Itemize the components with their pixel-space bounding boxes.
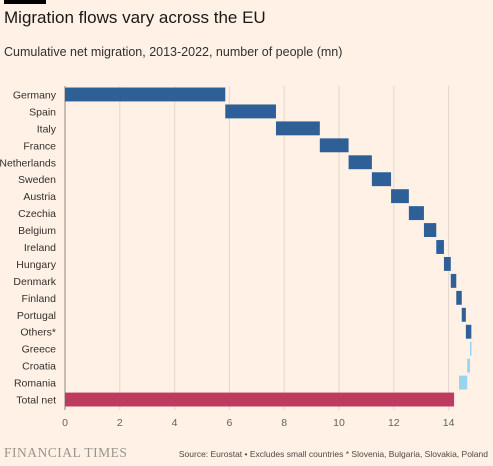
- category-label: Finland: [22, 293, 57, 305]
- bar-finland: [456, 290, 462, 305]
- bar-sweden: [371, 172, 392, 187]
- category-label: Others*: [20, 327, 56, 339]
- tick-labels: 0 2 4 6 8 10 12 14: [62, 417, 455, 429]
- bar-croatia: [467, 358, 470, 373]
- bar-ireland: [436, 240, 444, 254]
- bar-austria: [391, 189, 409, 204]
- x-tick-label: 2: [117, 417, 123, 429]
- chart-subtitle: Cumulative net migration, 2013-2022, num…: [4, 45, 343, 59]
- x-tick-label: 10: [333, 417, 345, 429]
- source-note: Source: Eurostat • Excludes small countr…: [178, 449, 488, 459]
- bar-france: [319, 138, 349, 153]
- x-tick-label: 4: [172, 417, 178, 429]
- x-tick-label: 12: [388, 417, 400, 429]
- x-tick-label: 14: [443, 417, 455, 429]
- category-label: Austria: [23, 191, 56, 203]
- bar-netherlands: [348, 155, 372, 170]
- ft-logo: FINANCIAL TIMES: [4, 445, 128, 460]
- bars: [65, 87, 472, 407]
- category-label: Romania: [14, 378, 56, 390]
- chart-title: Migration flows vary across the EU: [4, 8, 266, 27]
- bar-spain: [225, 104, 276, 119]
- bar-italy: [275, 121, 320, 136]
- category-labels: Germany Spain Italy France Netherlands Sweden…: [0, 89, 57, 406]
- bar-denmark: [450, 273, 457, 288]
- category-label: Germany: [13, 89, 57, 101]
- bar-total-net: [65, 392, 455, 407]
- bar-others: [465, 324, 472, 339]
- category-label: Ireland: [24, 242, 56, 254]
- category-label: Italy: [37, 123, 57, 135]
- x-tick-label: 8: [281, 417, 287, 429]
- category-label: France: [23, 140, 56, 152]
- top-accent-bar: [4, 0, 46, 4]
- bar-romania: [459, 375, 468, 390]
- category-label: Croatia: [22, 361, 56, 373]
- category-label: Sweden: [18, 174, 56, 186]
- x-tick-label: 0: [62, 417, 68, 429]
- bar-portugal: [461, 307, 466, 322]
- category-label: Greece: [22, 344, 57, 356]
- category-label: Belgium: [18, 225, 56, 237]
- bar-belgium: [423, 223, 437, 238]
- grid-lines: [64, 86, 450, 410]
- bar-hungary: [443, 256, 451, 271]
- category-label: Portugal: [17, 310, 56, 322]
- category-label: Denmark: [13, 276, 56, 288]
- x-tick-label: 6: [226, 417, 232, 429]
- category-label: Hungary: [16, 259, 56, 271]
- category-label: Total net: [16, 395, 56, 407]
- category-label: Spain: [29, 106, 56, 118]
- category-label: Netherlands: [0, 157, 56, 169]
- bar-greece: [469, 341, 472, 356]
- bar-germany: [65, 87, 226, 102]
- bar-czechia: [408, 206, 424, 221]
- category-label: Czechia: [18, 208, 56, 220]
